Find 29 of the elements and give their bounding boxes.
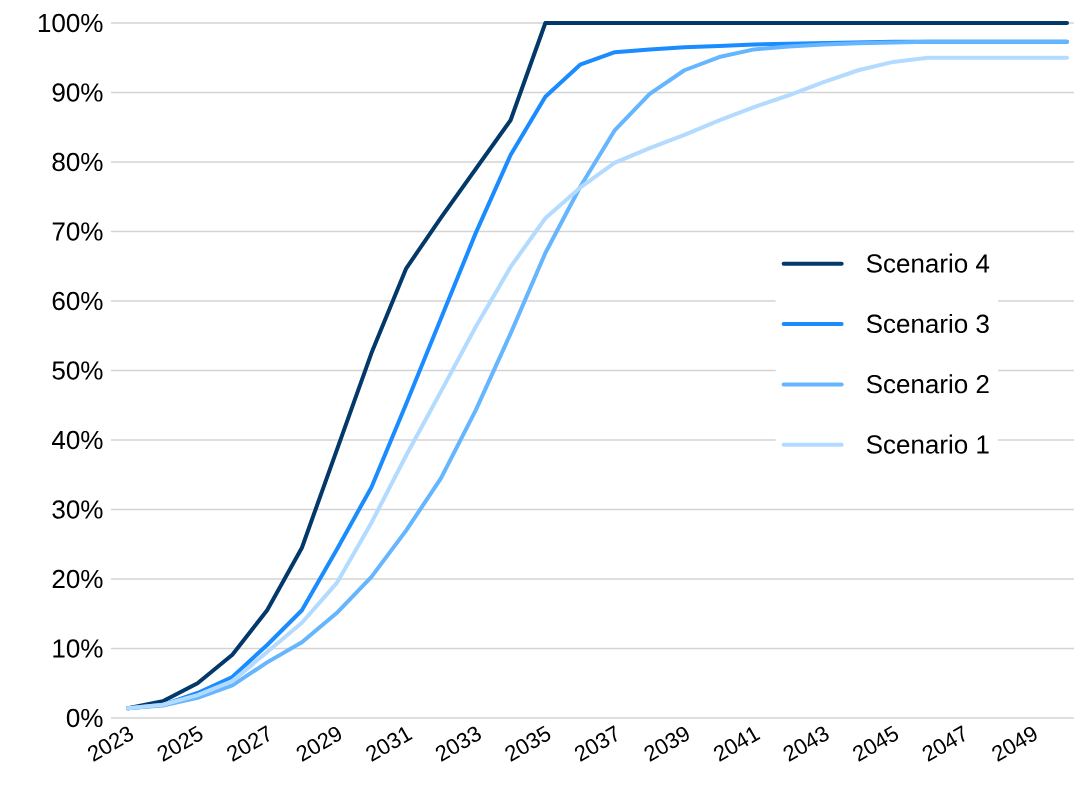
x-tick-label: 2043	[783, 726, 829, 762]
y-tick-label: 70%	[52, 222, 103, 241]
y-tick-label: 0%	[66, 708, 103, 728]
y-tick-label: 40%	[51, 430, 103, 450]
x-tick-label: 2023	[87, 726, 134, 762]
y-tick-label: 60%	[52, 291, 103, 311]
x-tick-label: 2037	[574, 725, 617, 762]
x-tick-label: 2045	[853, 725, 899, 762]
y-tick-label: 90%	[52, 83, 103, 102]
x-tick-label: 2041	[713, 727, 761, 762]
y-tick-label: 20%	[52, 569, 103, 589]
x-tick-label: 2033	[435, 726, 481, 762]
y-tick-label: 100%	[38, 13, 103, 33]
legend-label: Scenario 2	[866, 374, 989, 394]
x-tick-label: 2047	[922, 725, 965, 762]
legend-label: Scenario 1	[866, 434, 989, 454]
x-tick-label: 2029	[296, 726, 341, 762]
x-tick-label: 2049	[992, 726, 1037, 762]
legend-label: Scenario 3	[866, 313, 989, 334]
y-tick-label: 30%	[52, 500, 103, 519]
y-tick-label: 10%	[53, 639, 103, 658]
x-tick-label: 2027	[227, 725, 270, 762]
x-tick-label: 2035	[505, 725, 551, 762]
x-tick-label: 2025	[157, 725, 203, 762]
y-tick-label: 50%	[52, 361, 103, 380]
x-tick-label: 2031	[366, 727, 413, 762]
x-tick-label: 2039	[644, 726, 689, 762]
legend-label: Scenario 4	[866, 253, 990, 273]
y-tick-label: 80%	[52, 152, 103, 172]
